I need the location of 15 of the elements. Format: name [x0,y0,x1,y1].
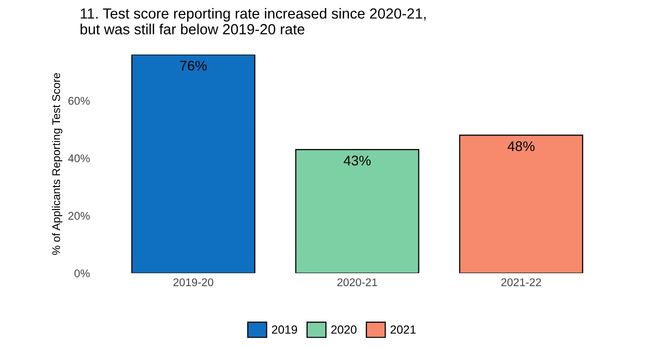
legend-label: 2021 [390,325,416,334]
x-tick-label: 2021-22 [501,278,541,286]
legend-label: 2019 [272,325,298,334]
x-tick-label: 2019-20 [173,278,214,286]
legend-label: 2020 [331,325,356,334]
text: 43% [344,156,371,166]
chart-title: 11. Test score reporting rate increased since 2020-21, but was still far below 2019-20 rate [80,8,426,34]
y-tick-label: 20% [68,212,90,220]
y-tick-label: 0% [74,269,90,278]
text: 76% [180,60,207,71]
text: 48% [508,141,535,152]
y-tick-label: 40% [68,154,90,162]
x-tick-label: 2020-21 [337,278,378,286]
y-axis-title: % of Applicants Reporting Test Score [52,73,62,255]
y-tick-label: 60% [68,96,90,105]
